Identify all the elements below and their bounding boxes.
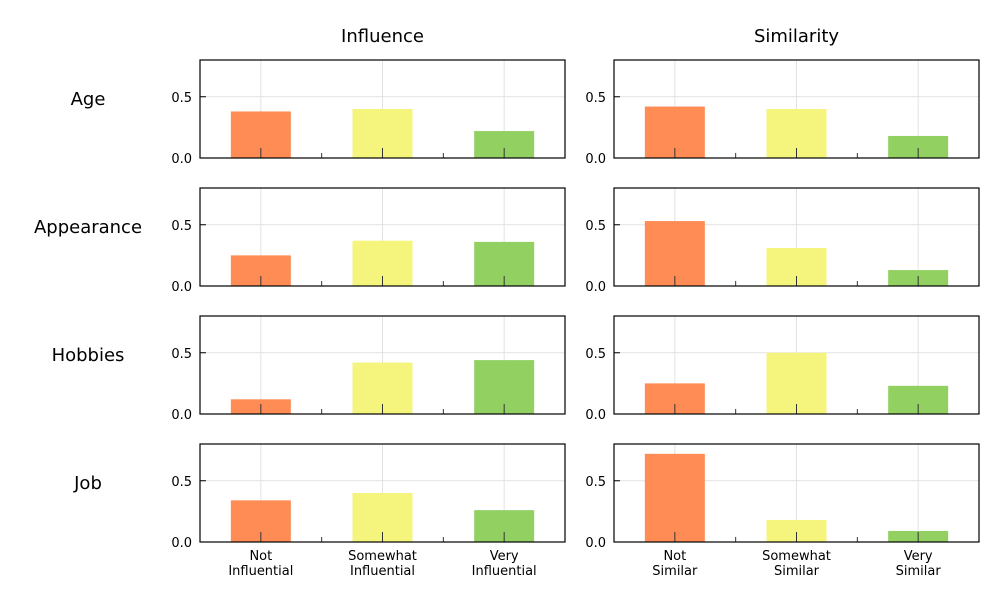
ytick-label-age-influence-0: 0.0 xyxy=(171,152,192,167)
ytick-label-appearance-influence-1: 0.5 xyxy=(171,219,192,234)
column-title-similarity: Similarity xyxy=(754,26,839,47)
category-label-similarity-1-1: Similar xyxy=(774,564,820,579)
bar-job-similarity-1 xyxy=(766,519,827,542)
panel-frame-hobbies-influence xyxy=(199,315,566,415)
category-label-influence-1-1: Influential xyxy=(350,564,415,579)
row-label-job: Job xyxy=(73,473,102,494)
column-title-influence: Influence xyxy=(341,26,424,47)
category-label-influence-2-1: Influential xyxy=(472,564,537,579)
row-label-hobbies: Hobbies xyxy=(52,345,125,366)
category-label-similarity-2-1: Similar xyxy=(896,564,942,579)
category-label-influence-1-0: Somewhat xyxy=(348,549,417,564)
ytick-label-age-influence-1: 0.5 xyxy=(171,91,192,106)
category-label-influence-0-1: Influential xyxy=(228,564,293,579)
bar-age-similarity-2 xyxy=(888,135,949,158)
panel-frame-appearance-influence xyxy=(199,187,566,287)
ytick-label-age-similarity-1: 0.5 xyxy=(585,91,606,106)
ytick-label-hobbies-influence-0: 0.0 xyxy=(171,408,192,423)
row-label-appearance: Appearance xyxy=(34,217,142,238)
category-label-similarity-0-1: Similar xyxy=(652,564,698,579)
ytick-label-appearance-influence-0: 0.0 xyxy=(171,280,192,295)
panel-frame-appearance-similarity xyxy=(613,187,980,287)
bar-job-similarity-0 xyxy=(644,453,705,542)
bar-appearance-similarity-0 xyxy=(644,221,705,286)
ytick-label-job-similarity-0: 0.0 xyxy=(585,536,606,551)
ytick-label-job-influence-0: 0.0 xyxy=(171,536,192,551)
ytick-label-age-similarity-0: 0.0 xyxy=(585,152,606,167)
category-label-influence-0-0: Not xyxy=(249,549,272,564)
panel-frame-hobbies-similarity xyxy=(613,315,980,415)
ytick-label-appearance-similarity-0: 0.0 xyxy=(585,280,606,295)
ytick-label-appearance-similarity-1: 0.5 xyxy=(585,219,606,234)
ytick-label-hobbies-similarity-0: 0.0 xyxy=(585,408,606,423)
bar-hobbies-similarity-1 xyxy=(766,352,827,414)
ytick-label-job-influence-1: 0.5 xyxy=(171,475,192,490)
category-label-similarity-0-0: Not xyxy=(663,549,686,564)
category-label-similarity-1-0: Somewhat xyxy=(762,549,831,564)
ytick-label-hobbies-similarity-1: 0.5 xyxy=(585,347,606,362)
category-label-similarity-2-0: Very xyxy=(904,549,933,564)
panel-frame-age-influence xyxy=(199,59,566,159)
category-label-influence-2-0: Very xyxy=(490,549,519,564)
panel-frame-job-influence xyxy=(199,443,566,543)
panel-frame-job-similarity xyxy=(613,443,980,543)
ytick-label-hobbies-influence-1: 0.5 xyxy=(171,347,192,362)
panel-frame-age-similarity xyxy=(613,59,980,159)
row-label-age: Age xyxy=(71,89,106,110)
ytick-label-job-similarity-1: 0.5 xyxy=(585,475,606,490)
